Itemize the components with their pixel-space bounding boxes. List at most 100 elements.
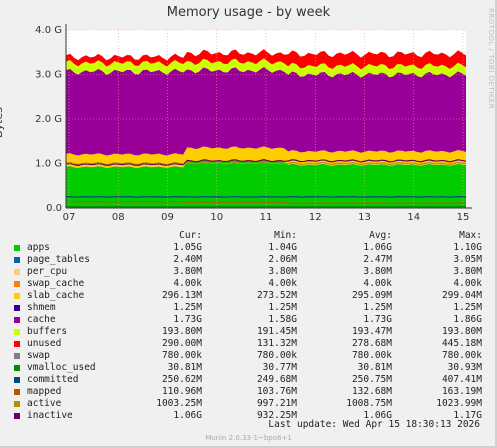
legend-name: unused xyxy=(27,338,62,349)
header-avg: Avg: xyxy=(369,230,392,241)
area-unused xyxy=(66,49,466,70)
y-tick-label: 1.0 G xyxy=(35,159,62,170)
legend-name: per_cpu xyxy=(27,266,68,277)
legend-row-active: active 1003.25M 997.21M 1008.75M 1023.99M xyxy=(12,398,487,410)
legend-name: inactive xyxy=(27,410,73,421)
legend-max: 299.04M xyxy=(441,290,482,301)
legend-cur: 1.25M xyxy=(173,302,202,313)
legend-max: 1.10G xyxy=(453,242,482,253)
legend-row-shmem: shmem 1.25M 1.25M 1.25M 1.25M xyxy=(12,302,487,314)
x-tick-label: 11 xyxy=(260,212,273,223)
legend-name: vmalloc_used xyxy=(27,362,96,373)
legend-min: 780.00k xyxy=(256,350,297,361)
legend-row-inactive: inactive 1.06G 932.25M 1.06G 1.17G xyxy=(12,410,487,422)
legend-name: mapped xyxy=(27,386,62,397)
legend-name: cache xyxy=(27,314,56,325)
legend-swatch xyxy=(14,389,20,395)
header-cur: Cur: xyxy=(179,230,202,241)
legend-swatch xyxy=(14,257,20,263)
legend-min: 932.25M xyxy=(256,410,297,421)
chart-title: Memory usage - by week xyxy=(166,5,331,20)
legend-min: 4.00k xyxy=(268,278,297,289)
area-buffers xyxy=(66,58,466,78)
legend-max: 1023.99M xyxy=(436,398,482,409)
legend-row-cache: cache 1.73G 1.58G 1.73G 1.86G xyxy=(12,314,487,326)
legend-cur: 30.81M xyxy=(167,362,202,373)
header-max: Max: xyxy=(459,230,482,241)
legend-swatch xyxy=(14,353,20,359)
legend-header: Cur: Min: Avg: Max: xyxy=(12,230,487,242)
x-tick-label: 09 xyxy=(161,212,174,223)
legend-max: 1.86G xyxy=(453,314,482,325)
x-tick-label: 15 xyxy=(457,212,470,223)
legend-row-page-tables: page_tables 2.40M 2.06M 2.47M 3.05M xyxy=(12,254,487,266)
legend-row-apps: apps 1.05G 1.04G 1.06G 1.10G xyxy=(12,242,487,254)
legend-swatch xyxy=(14,245,20,251)
legend-avg: 1.73G xyxy=(363,314,392,325)
legend-row-committed: committed 250.62M 249.68M 250.75M 407.41M xyxy=(12,374,487,386)
legend-min: 103.76M xyxy=(256,386,297,397)
legend-min: 1.58G xyxy=(268,314,297,325)
legend-avg: 250.75M xyxy=(351,374,392,385)
legend-min: 273.52M xyxy=(256,290,297,301)
legend-swatch xyxy=(14,281,20,287)
legend-max: 1.17G xyxy=(453,410,482,421)
area-swap xyxy=(66,49,466,61)
legend-name: committed xyxy=(27,374,79,385)
legend-swatch xyxy=(14,329,20,335)
legend-avg: 1.06G xyxy=(363,410,392,421)
legend-name: page_tables xyxy=(27,254,90,265)
y-tick-label: 0.0 xyxy=(46,203,62,214)
memory-chart: 0.0 1.0 G 2.0 G 3.0 G 4.0 G 07 08 09 10 11 12 13 14 1… xyxy=(35,24,472,223)
legend-max: 193.80M xyxy=(441,326,482,337)
legend-swatch xyxy=(14,269,20,275)
legend-cur: 2.40M xyxy=(173,254,202,265)
legend-avg: 295.09M xyxy=(351,290,392,301)
legend-swatch xyxy=(14,401,20,407)
legend-cur: 1003.25M xyxy=(156,398,202,409)
legend-row-swap: swap 780.00k 780.00k 780.00k 780.00k xyxy=(12,350,487,362)
legend-name: shmem xyxy=(27,302,56,313)
legend-max: 30.93M xyxy=(447,362,482,373)
legend-min: 1.25M xyxy=(268,302,297,313)
legend-max: 1.25M xyxy=(453,302,482,313)
legend-cur: 780.00k xyxy=(161,350,202,361)
legend-swatch xyxy=(14,317,20,323)
legend-swatch xyxy=(14,365,20,371)
legend-swatch xyxy=(14,341,20,347)
legend-avg: 278.68M xyxy=(351,338,392,349)
legend-row-swap-cache: swap_cache 4.00k 4.00k 4.00k 4.00k xyxy=(12,278,487,290)
legend-avg: 3.80M xyxy=(363,266,392,277)
legend-name: apps xyxy=(27,242,50,253)
x-tick-label: 08 xyxy=(112,212,125,223)
x-tick-label: 12 xyxy=(309,212,322,223)
legend-cur: 1.06G xyxy=(173,410,202,421)
legend-min: 997.21M xyxy=(256,398,297,409)
legend-avg: 193.47M xyxy=(351,326,392,337)
legend-cur: 250.62M xyxy=(161,374,202,385)
legend-name: slab_cache xyxy=(27,290,85,301)
x-tick-label: 13 xyxy=(358,212,371,223)
legend-cur: 4.00k xyxy=(173,278,202,289)
legend-min: 249.68M xyxy=(256,374,297,385)
legend-name: buffers xyxy=(27,326,68,337)
legend-avg: 30.81M xyxy=(357,362,392,373)
legend-max: 407.41M xyxy=(441,374,482,385)
munin-version: Munin 2.0.33-1~bpo8+1 xyxy=(205,434,292,442)
legend-max: 4.00k xyxy=(453,278,482,289)
legend-name: active xyxy=(27,398,62,409)
legend-max: 3.05M xyxy=(453,254,482,265)
legend-rows: apps 1.05G 1.04G 1.06G 1.10G page_tables 2.40M… xyxy=(12,242,487,422)
line-inactive xyxy=(65,159,467,167)
area-apps xyxy=(66,160,466,208)
legend-name: swap_cache xyxy=(27,278,85,289)
y-tick-label: 4.0 G xyxy=(35,25,62,36)
legend-min: 131.32M xyxy=(256,338,297,349)
legend-min: 30.77M xyxy=(262,362,297,373)
legend-row-buffers: buffers 193.80M 191.45M 193.47M 193.80M xyxy=(12,326,487,338)
legend-row-vmalloc-used: vmalloc_used 30.81M 30.77M 30.81M 30.93M xyxy=(12,362,487,374)
y-tick-label: 3.0 G xyxy=(35,70,62,81)
x-tick-label: 14 xyxy=(407,212,420,223)
legend-avg: 4.00k xyxy=(363,278,392,289)
legend-avg: 780.00k xyxy=(351,350,392,361)
